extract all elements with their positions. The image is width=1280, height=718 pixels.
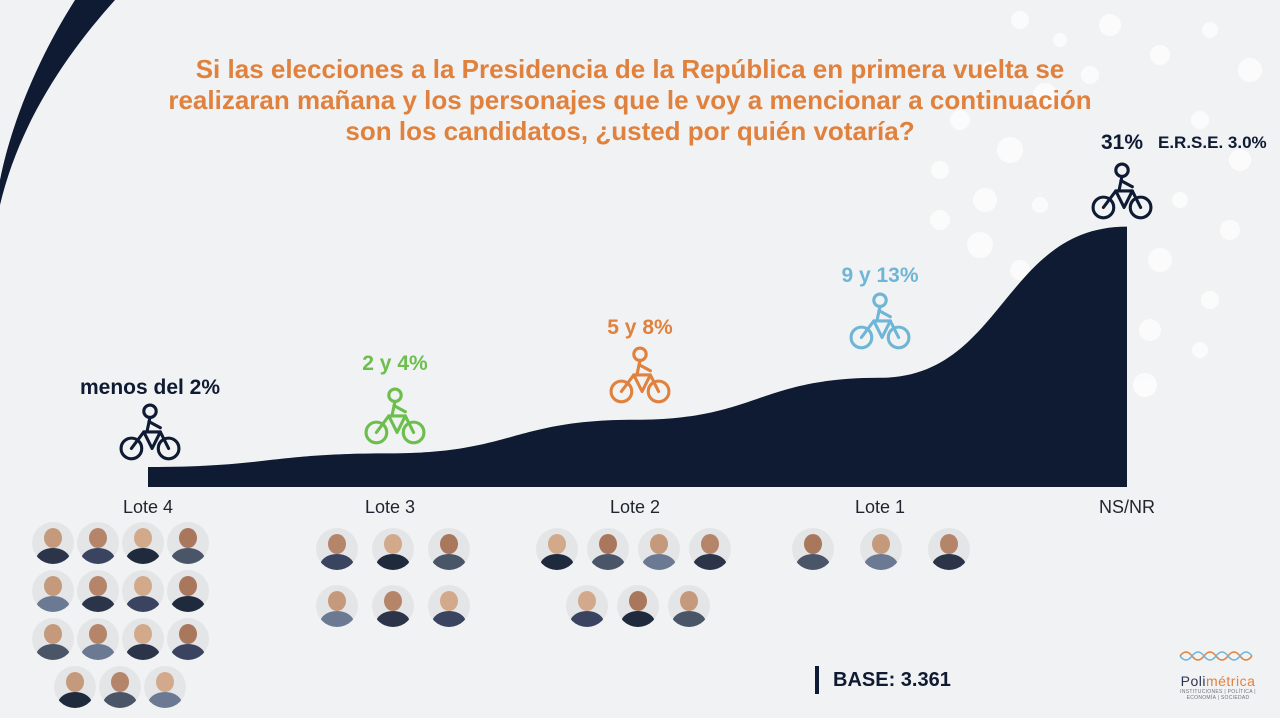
candidate-photo [928, 528, 970, 570]
candidate-photo [54, 666, 96, 708]
candidate-photo [167, 522, 209, 564]
bicycle-icon [364, 387, 426, 451]
category-label: Lote 3 [364, 497, 416, 517]
area-series [148, 226, 1127, 487]
candidate-photo [617, 585, 659, 627]
logo-name: Polimétrica [1180, 673, 1256, 689]
value-label: 9 y 13% [841, 264, 919, 287]
category-label: Lote 2 [609, 497, 661, 517]
candidate-photo [99, 666, 141, 708]
value-label: menos del 2% [79, 376, 221, 399]
wave-icon [1179, 651, 1253, 661]
candidate-photo [860, 528, 902, 570]
candidate-photo [372, 528, 414, 570]
candidate-photo [144, 666, 186, 708]
category-label: Lote 1 [854, 497, 906, 517]
candidate-photo [122, 522, 164, 564]
chart-title: Si las elecciones a la Presidencia de la… [168, 54, 1092, 146]
candidate-photo [32, 618, 74, 660]
erse-annotation: E.R.S.E. 3.0% [1158, 133, 1267, 152]
candidate-photo [428, 528, 470, 570]
candidate-photo [32, 522, 74, 564]
polimetrica-logo: Polimétrica INSTITUCIONES | POLÍTICA | E… [1168, 646, 1268, 701]
logo-tagline: INSTITUCIONES | POLÍTICA | ECONOMÍA | SO… [1180, 689, 1256, 701]
value-label: 31% [1100, 131, 1144, 154]
candidate-photo [587, 528, 629, 570]
candidate-photo [32, 570, 74, 612]
candidate-photo [536, 528, 578, 570]
category-label: Lote 4 [122, 497, 174, 517]
bicycle-icon [609, 346, 671, 410]
category-label: NS/NR [1098, 497, 1155, 517]
decorative-dots [930, 11, 1262, 397]
candidate-photo [77, 570, 119, 612]
candidate-photo [689, 528, 731, 570]
candidate-photo [792, 528, 834, 570]
bicycle-icon [1091, 162, 1153, 226]
value-label: 5 y 8% [607, 316, 673, 339]
candidate-photo [428, 585, 470, 627]
candidate-photo [668, 585, 710, 627]
base-label: BASE: 3.361 [815, 666, 951, 694]
candidate-photo [167, 618, 209, 660]
candidate-photo [372, 585, 414, 627]
candidate-photo [167, 570, 209, 612]
candidate-photo [77, 522, 119, 564]
candidate-photo [122, 618, 164, 660]
candidate-photo [316, 585, 358, 627]
candidate-photo [122, 570, 164, 612]
candidate-photo [316, 528, 358, 570]
value-label: 2 y 4% [362, 352, 428, 375]
candidate-photo [77, 618, 119, 660]
bicycle-icon [119, 403, 181, 467]
corner-swoosh [0, 0, 115, 205]
candidate-photo [638, 528, 680, 570]
candidate-photo [566, 585, 608, 627]
bicycle-icon [849, 292, 911, 356]
